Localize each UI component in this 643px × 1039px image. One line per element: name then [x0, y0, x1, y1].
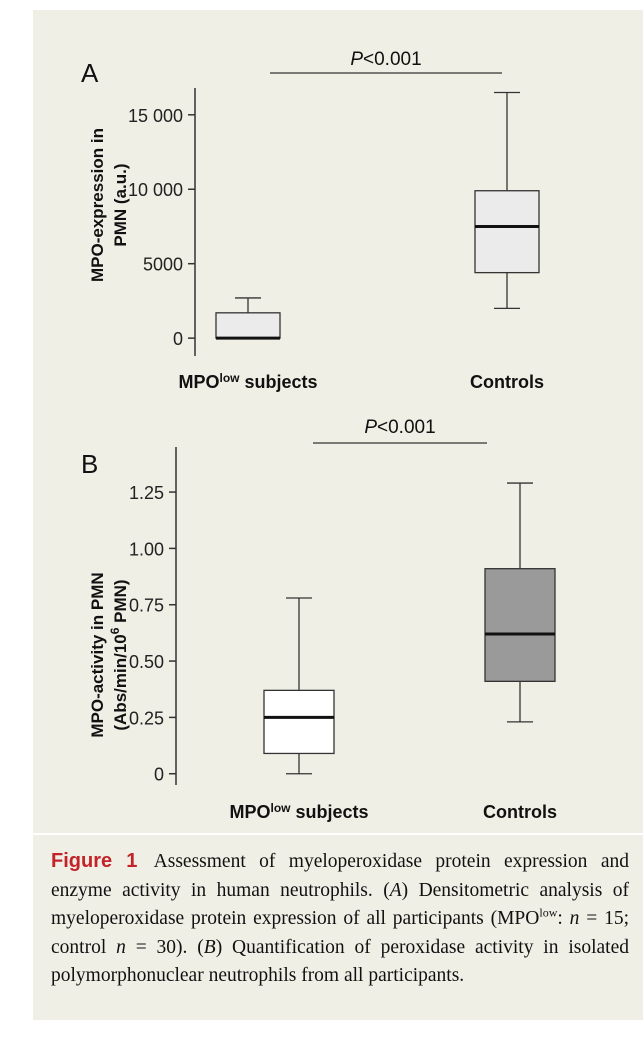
caption-n-symbol: n — [116, 936, 126, 958]
y-tick-label: 0 — [154, 765, 164, 785]
y-tick-label: 10 000 — [128, 180, 183, 200]
x-category-label: MPOlow subjects — [178, 371, 317, 392]
y-axis-title-line2: (Abs/min/10 — [111, 634, 130, 730]
figure-caption-box: Figure 1 Assessment of myeloperoxidase p… — [33, 835, 643, 1020]
box-plot — [484, 482, 556, 723]
figure-panels: A 0 5000 10 000 15 000 MPO-expression in PMN (… — [33, 10, 643, 833]
panel-label: B — [81, 449, 98, 479]
y-axis-title-line2-end: PMN) — [111, 579, 130, 627]
caption-text: ) Densitometric analysis of myeloperoxid… — [51, 879, 629, 930]
iqr-box — [215, 312, 281, 339]
iqr-box — [474, 190, 540, 274]
significance-label: P<0.001 — [364, 417, 435, 438]
significance-label: P<0.001 — [350, 49, 421, 70]
x-category-name: MPO — [178, 372, 219, 392]
x-category-name: Controls — [470, 372, 544, 392]
y-tick-label: 0.50 — [129, 652, 164, 672]
y-axis-title: MPO-expression in PMN (a.u.) — [88, 128, 130, 282]
y-axis-title-superscript: 6 — [108, 627, 122, 634]
y-tick-label: 0.75 — [129, 596, 164, 616]
x-category-name: Controls — [483, 802, 557, 822]
p-symbol: P — [350, 49, 363, 70]
y-tick-label: 0 — [173, 329, 183, 349]
caption-text: : — [557, 908, 570, 929]
p-value: <0.001 — [363, 49, 422, 70]
caption-n-symbol: n — [569, 908, 580, 929]
y-tick-label: 15 000 — [128, 106, 183, 126]
y-tick-label: 1.00 — [129, 539, 164, 559]
caption-text: = 30). ( — [125, 936, 204, 958]
caption-text: ) Quantification of peroxidase activity … — [51, 936, 629, 987]
x-category-label: Controls — [483, 802, 557, 822]
panel-b: B 0 0.25 0.50 0.75 1.00 1.25 MPO-activity in PM… — [81, 417, 557, 822]
box-plot — [474, 91, 540, 310]
p-value: <0.001 — [377, 417, 436, 438]
x-category-superscript: low — [270, 801, 291, 815]
x-category-rest: subjects — [290, 802, 368, 822]
x-category-label: Controls — [470, 372, 544, 392]
y-axis-title-line1: MPO-activity in PMN — [88, 572, 107, 737]
x-category-label: MPOlow subjects — [229, 801, 368, 822]
y-tick-label: 1.25 — [129, 483, 164, 503]
y-axis-title-line2: PMN (a.u.) — [111, 163, 130, 246]
box-plot — [215, 297, 281, 340]
caption-text: = 15; control — [51, 908, 629, 958]
caption-superscript: low — [539, 905, 558, 920]
y-tick-label: 5000 — [143, 255, 183, 275]
caption-panel-b-ref: B — [203, 936, 216, 958]
iqr-box — [263, 689, 335, 755]
x-category-rest: subjects — [239, 372, 317, 392]
figure-caption: Figure 1 Assessment of myeloperoxidase p… — [51, 847, 629, 991]
box-plot — [263, 597, 335, 775]
x-category-superscript: low — [219, 371, 240, 385]
y-axis-title: MPO-activity in PMN (Abs/min/106 PMN) — [88, 572, 130, 737]
panel-label: A — [81, 58, 99, 88]
p-symbol: P — [364, 417, 377, 438]
x-category-name: MPO — [229, 802, 270, 822]
y-axis-title-line1: MPO-expression in — [88, 128, 107, 282]
figure-label: Figure 1 — [51, 850, 138, 872]
caption-text: Assessment of myeloperoxidase protein ex… — [51, 851, 629, 901]
iqr-box — [484, 568, 556, 682]
caption-panel-a-ref: A — [389, 879, 402, 901]
y-tick-label: 0.25 — [129, 708, 164, 728]
